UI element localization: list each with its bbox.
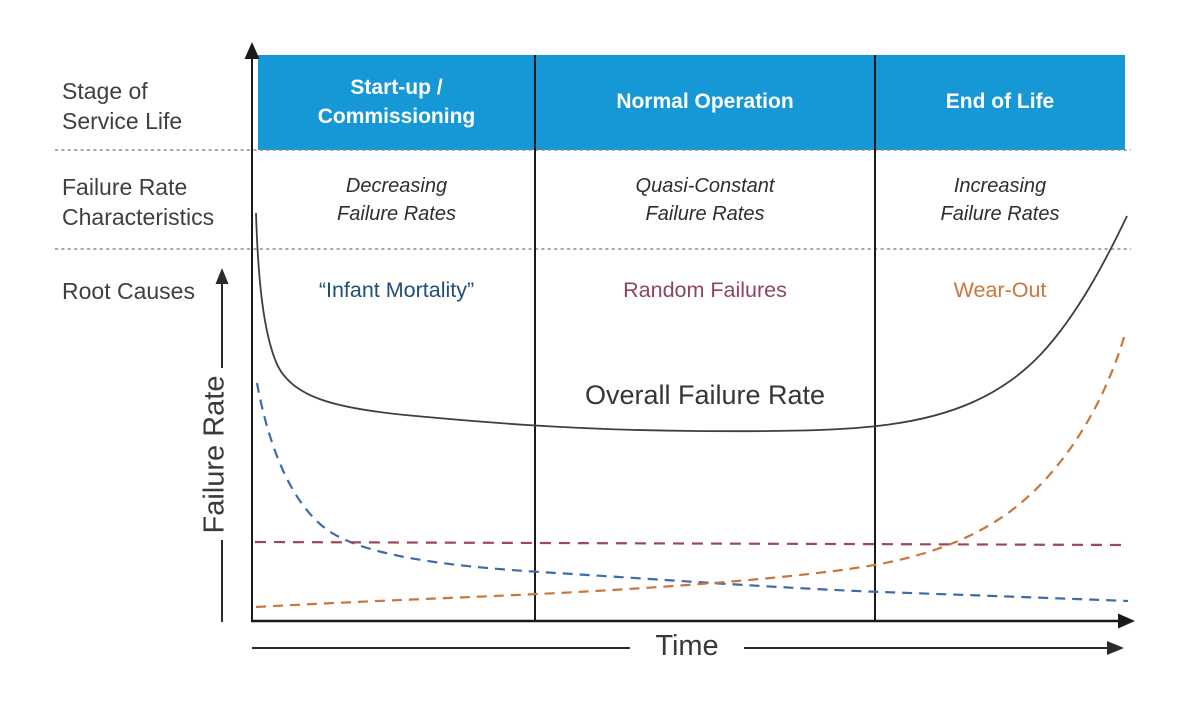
time-arrowhead-icon <box>1107 641 1124 655</box>
root-cause-random-failures: Random Failures <box>623 277 787 302</box>
overall-failure-rate-curve <box>255 212 1128 433</box>
characteristic-decreasing: Decreasing Failure Rates <box>337 175 456 225</box>
y-label-arrowhead-icon <box>215 268 229 284</box>
x-axis-arrowhead-icon <box>1118 613 1135 629</box>
random-failures-curve <box>254 540 1129 547</box>
root-cause-infant-mortality: “Infant Mortality” <box>318 277 475 302</box>
x-axis-label: Time <box>655 630 719 662</box>
row-label-failure-rate-characteristics: Failure Rate Characteristics <box>62 174 215 231</box>
characteristic-increasing: Increasing Failure Rates <box>940 175 1060 225</box>
root-cause-wear-out: Wear-Out <box>953 277 1047 302</box>
stage-header-normal-operation: Normal Operation <box>616 90 794 114</box>
row-label-stage-of-service-life: Stage of Service Life <box>62 78 183 135</box>
y-axis-label: Failure Rate <box>198 375 231 534</box>
characteristic-quasi-constant: Quasi-Constant Failure Rates <box>635 175 775 225</box>
infant-mortality-curve <box>255 382 1129 603</box>
stage-band <box>258 55 1125 150</box>
overall-failure-rate-label: Overall Failure Rate <box>584 379 826 410</box>
stage-header-startup: Start-up / Commissioning <box>317 76 476 128</box>
row-label-root-causes: Root Causes <box>62 278 195 304</box>
wear-out-curve <box>255 333 1127 609</box>
stage-header-end-of-life: End of Life <box>945 90 1055 114</box>
y-axis-arrowhead-icon <box>244 42 260 59</box>
